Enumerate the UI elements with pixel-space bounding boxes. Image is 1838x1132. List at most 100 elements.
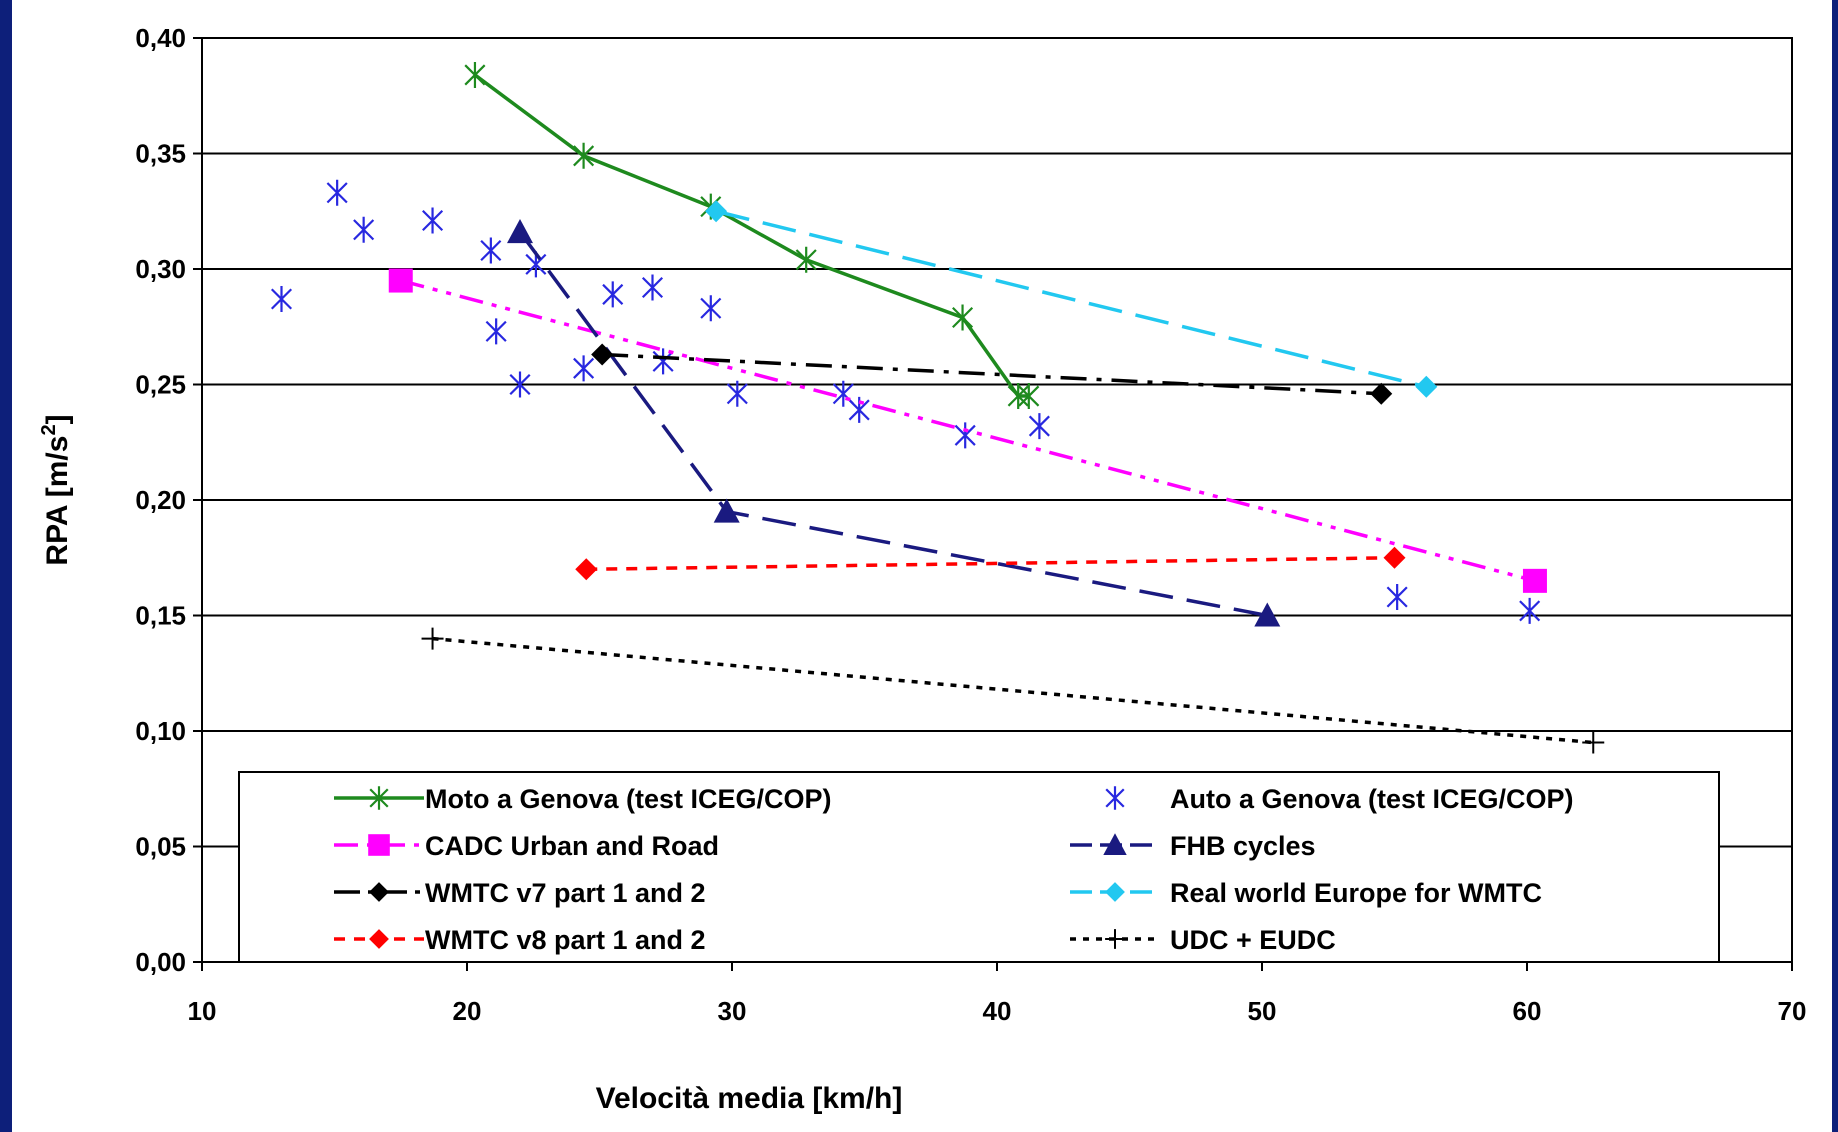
- series-fhb-cycles: [507, 219, 1281, 627]
- asterisk-marker: [1028, 413, 1050, 440]
- asterisk-marker: [509, 371, 531, 398]
- asterisk-marker: [480, 237, 502, 264]
- diamond-marker: [575, 558, 598, 581]
- chart-svg: 0,00 0,05 0,10 0,15 0,20 0,25 0,30 0,35 0,40 10 2…: [38, 23, 1807, 1115]
- diamond-marker: [369, 882, 389, 902]
- y-tick-label: 0,40: [135, 23, 186, 53]
- y-tick-label: 0,30: [135, 254, 186, 284]
- series-line: [715, 209, 1427, 389]
- legend-box: [238, 771, 1720, 963]
- legend: Moto a Genova (test ICEG/COP) Auto a Geno…: [238, 771, 1720, 963]
- series-auto-a-genova-test-iceg-cop: [270, 179, 1541, 624]
- y-axis-title-main: RPA [m/s: [41, 436, 74, 566]
- legend-item: UDC + EUDC: [1070, 925, 1336, 955]
- asterisk-marker: [641, 274, 664, 301]
- series-moto-a-genova-test-iceg-cop: [464, 61, 1040, 410]
- y-tick-label: 0,00: [135, 947, 186, 977]
- series-line: [400, 278, 1536, 583]
- x-axis-title: Velocità media [km/h]: [596, 1082, 903, 1115]
- y-axis-title: RPA [m/s2]: [38, 414, 74, 565]
- diamond-marker: [1105, 882, 1125, 902]
- asterisk-marker: [1386, 584, 1408, 611]
- x-tick-label: 60: [1513, 996, 1542, 1026]
- diamond-marker: [591, 343, 614, 366]
- asterisk-marker: [848, 396, 870, 423]
- asterisk-marker: [700, 295, 722, 322]
- legend-label: WMTC v7 part 1 and 2: [425, 878, 706, 908]
- asterisk-marker: [326, 179, 348, 206]
- x-tick-label: 50: [1248, 996, 1277, 1026]
- asterisk-marker: [954, 422, 976, 449]
- gridlines: [202, 152, 1792, 848]
- x-tick-label: 70: [1778, 996, 1807, 1026]
- x-tick-label: 10: [188, 996, 217, 1026]
- y-axis: 0,00 0,05 0,10 0,15 0,20 0,25 0,30 0,35 0,40: [135, 23, 202, 977]
- asterisk-marker: [485, 318, 507, 345]
- x-tick-label: 30: [718, 996, 747, 1026]
- y-axis-title-end: ]: [41, 414, 74, 424]
- series-line: [518, 230, 1268, 618]
- asterisk-marker: [1519, 597, 1541, 624]
- series-line: [432, 636, 1594, 745]
- asterisk-marker: [1018, 383, 1040, 410]
- asterisk-marker: [726, 380, 748, 407]
- series-cadc-urban-and-road: [388, 268, 1547, 593]
- legend-item: WMTC v8 part 1 and 2: [334, 925, 706, 955]
- y-tick-label: 0,20: [135, 485, 186, 515]
- series-wmtc-v7-part-1-and-2: [591, 343, 1393, 405]
- asterisk-marker: [422, 207, 444, 234]
- series-line: [602, 352, 1382, 396]
- x-tick-label: 40: [983, 996, 1012, 1026]
- diamond-marker: [705, 200, 728, 223]
- plus-marker: [1582, 731, 1605, 754]
- asterisk-marker: [602, 281, 624, 308]
- legend-item: Real world Europe for WMTC: [1070, 878, 1542, 908]
- asterisk-marker: [573, 142, 595, 169]
- asterisk-marker: [795, 246, 817, 273]
- legend-label: WMTC v8 part 1 and 2: [425, 925, 706, 955]
- series-real-world-europe-for-wmtc: [705, 200, 1438, 398]
- legend-label: Real world Europe for WMTC: [1170, 878, 1542, 908]
- plus-marker: [1105, 929, 1125, 949]
- series-line: [586, 556, 1395, 572]
- legend-label: Auto a Genova (test ICEG/COP): [1170, 784, 1574, 814]
- series-wmtc-v8-part-1-and-2: [575, 546, 1406, 581]
- asterisk-marker: [952, 304, 974, 331]
- asterisk-marker: [573, 355, 595, 382]
- y-tick-label: 0,10: [135, 716, 186, 746]
- square-marker: [368, 834, 390, 856]
- legend-item: WMTC v7 part 1 and 2: [334, 878, 706, 908]
- series-udc-eudc: [421, 627, 1605, 754]
- y-axis-title-superscript: 2: [38, 424, 60, 435]
- y-tick-label: 0,25: [135, 370, 186, 400]
- series-layer: [270, 61, 1605, 754]
- series-line: [473, 73, 1029, 398]
- triangle-marker: [1103, 833, 1127, 855]
- y-tick-label: 0,15: [135, 601, 186, 631]
- triangle-marker: [713, 498, 740, 523]
- asterisk-marker: [353, 216, 375, 243]
- asterisk-marker: [270, 286, 293, 313]
- asterisk-marker: [1105, 786, 1125, 810]
- x-tick-label: 20: [453, 996, 482, 1026]
- legend-item: Auto a Genova (test ICEG/COP): [1105, 784, 1574, 814]
- asterisk-marker: [369, 786, 389, 810]
- legend-item: Moto a Genova (test ICEG/COP): [334, 784, 832, 814]
- y-tick-label: 0,05: [135, 832, 186, 862]
- asterisk-marker: [1007, 383, 1029, 410]
- x-axis: 10 20 30 40 50 60 70: [188, 962, 1807, 1026]
- diamond-marker: [1370, 382, 1393, 405]
- plus-marker: [421, 627, 444, 650]
- legend-label: Moto a Genova (test ICEG/COP): [425, 784, 832, 814]
- diamond-marker: [1383, 546, 1406, 569]
- triangle-marker: [1254, 602, 1281, 627]
- legend-item: FHB cycles: [1070, 831, 1316, 861]
- asterisk-marker: [464, 61, 486, 88]
- diamond-marker: [369, 929, 389, 949]
- y-tick-label: 0,35: [135, 139, 186, 169]
- legend-label: CADC Urban and Road: [425, 831, 719, 861]
- diamond-marker: [1415, 375, 1438, 398]
- asterisk-marker: [652, 348, 674, 375]
- square-marker: [1522, 568, 1547, 593]
- legend-item: CADC Urban and Road: [334, 831, 719, 861]
